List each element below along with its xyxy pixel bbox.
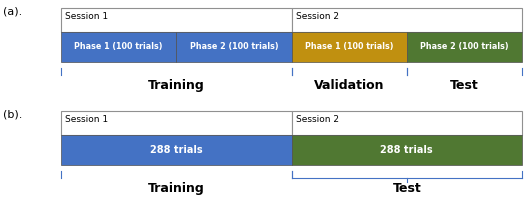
- Text: Test: Test: [392, 182, 421, 195]
- Bar: [176, 32, 292, 62]
- Text: Phase 2 (100 trials): Phase 2 (100 trials): [190, 42, 278, 51]
- Text: Phase 2 (100 trials): Phase 2 (100 trials): [420, 42, 509, 51]
- Text: (a).: (a).: [3, 6, 22, 16]
- Bar: [61, 8, 292, 32]
- Text: Session 2: Session 2: [296, 12, 339, 21]
- Text: (b).: (b).: [3, 109, 22, 119]
- Bar: [292, 32, 407, 62]
- Text: Test: Test: [450, 79, 479, 92]
- Bar: [292, 8, 522, 32]
- Bar: [61, 135, 292, 165]
- Text: Session 1: Session 1: [65, 12, 108, 21]
- Text: Validation: Validation: [314, 79, 384, 92]
- Bar: [292, 111, 522, 135]
- Text: Session 1: Session 1: [65, 115, 108, 124]
- Bar: [61, 32, 176, 62]
- Text: Phase 1 (100 trials): Phase 1 (100 trials): [74, 42, 163, 51]
- Bar: [407, 32, 522, 62]
- Text: 288 trials: 288 trials: [381, 145, 433, 155]
- Bar: [292, 135, 522, 165]
- Text: Phase 1 (100 trials): Phase 1 (100 trials): [305, 42, 393, 51]
- Bar: [61, 111, 292, 135]
- Text: 288 trials: 288 trials: [150, 145, 202, 155]
- Text: Training: Training: [148, 182, 205, 195]
- Text: Session 2: Session 2: [296, 115, 339, 124]
- Text: Training: Training: [148, 79, 205, 92]
